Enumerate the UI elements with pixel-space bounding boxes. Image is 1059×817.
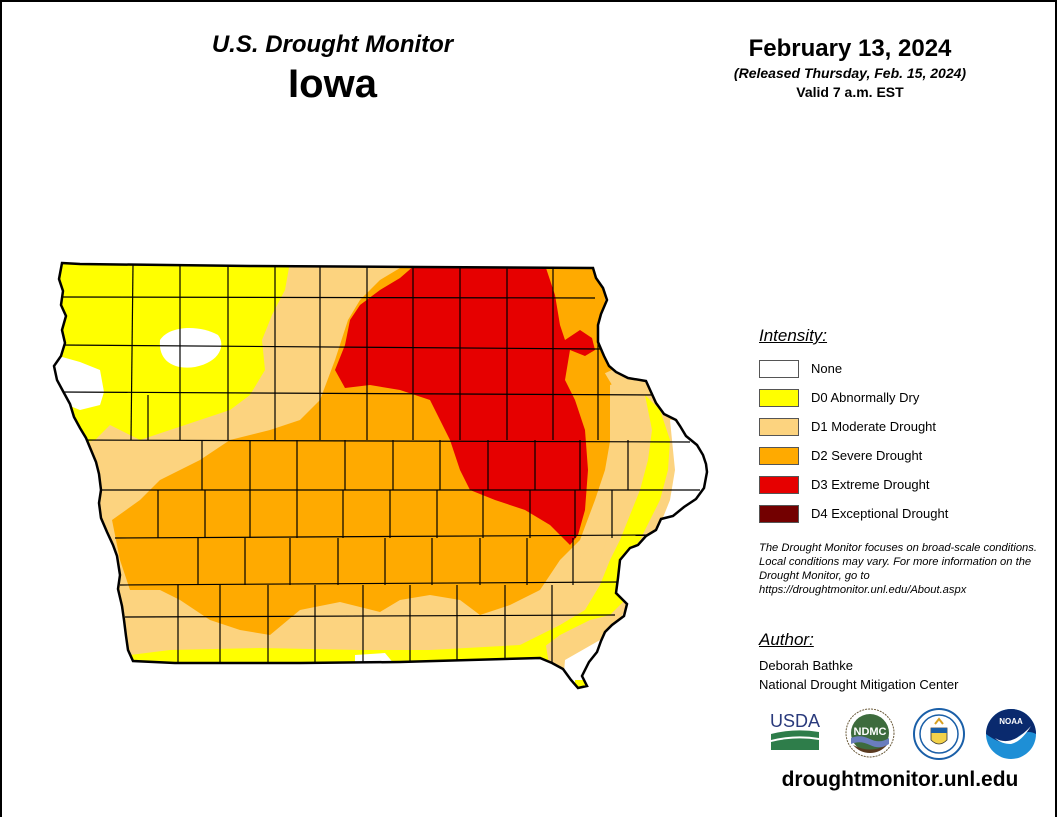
drought-layers	[54, 263, 707, 688]
commerce-seal-logo	[913, 708, 965, 760]
legend-label: D3 Extreme Drought	[811, 477, 930, 492]
legend-item-none: None	[759, 354, 1049, 383]
partner-logos: USDA NDMC NOAA	[765, 708, 1036, 763]
legend-label: D0 Abnormally Dry	[811, 390, 920, 405]
author-org: National Drought Mitigation Center	[759, 677, 959, 692]
legend-item-d1: D1 Moderate Drought	[759, 412, 1049, 441]
site-url-link[interactable]: droughtmonitor.unl.edu	[781, 768, 1019, 791]
legend-label: None	[811, 361, 843, 376]
ndmc-logo: NDMC	[845, 708, 895, 758]
usda-logo: USDA	[770, 711, 820, 750]
svg-text:NOAA: NOAA	[999, 717, 1023, 726]
iowa-drought-map	[52, 261, 709, 690]
swatch-d1	[759, 417, 799, 436]
swatch-d2	[759, 446, 799, 465]
map-date: February 13, 2024	[748, 35, 952, 62]
title-block: U.S. Drought Monitor Iowa	[180, 30, 485, 106]
swatch-d0	[759, 388, 799, 407]
state-title: Iowa	[288, 62, 377, 106]
intensity-legend: Intensity: None D0 Abnormally Dry D1 Mod…	[759, 326, 1049, 528]
none-area-northwest	[159, 328, 222, 368]
noaa-logo: NOAA	[986, 709, 1036, 759]
legend-label: D4 Exceptional Drought	[811, 506, 949, 521]
county-boundaries	[59, 264, 700, 663]
legend-item-d2: D2 Severe Drought	[759, 441, 1049, 470]
disclaimer-note: The Drought Monitor focuses on broad-sca…	[759, 542, 1037, 596]
d1-east-area	[510, 375, 650, 635]
author-name: Deborah Bathke	[759, 658, 853, 673]
legend-item-d0: D0 Abnormally Dry	[759, 383, 1049, 412]
date-block: February 13, 2024 (Released Thursday, Fe…	[700, 35, 1000, 101]
svg-text:NDMC: NDMC	[854, 726, 887, 738]
author-title: Author:	[759, 630, 814, 649]
release-date: (Released Thursday, Feb. 15, 2024)	[733, 65, 967, 81]
monitor-title: U.S. Drought Monitor	[211, 31, 454, 58]
swatch-d3	[759, 475, 799, 494]
valid-time: Valid 7 a.m. EST	[796, 84, 904, 100]
legend-title: Intensity:	[759, 326, 828, 345]
legend-label: D2 Severe Drought	[811, 448, 923, 463]
legend-item-d4: D4 Exceptional Drought	[759, 499, 1049, 528]
none-area-west	[55, 355, 104, 410]
author-block: Author: Deborah Bathke National Drought …	[759, 630, 1049, 694]
legend-label: D1 Moderate Drought	[811, 419, 937, 434]
swatch-none	[759, 359, 799, 378]
d3-area	[335, 265, 595, 545]
swatch-d4	[759, 504, 799, 523]
iowa-state-outline	[52, 261, 709, 690]
legend-item-d3: D3 Extreme Drought	[759, 470, 1049, 499]
d0-east-area	[440, 395, 670, 660]
svg-text:USDA: USDA	[770, 711, 820, 731]
